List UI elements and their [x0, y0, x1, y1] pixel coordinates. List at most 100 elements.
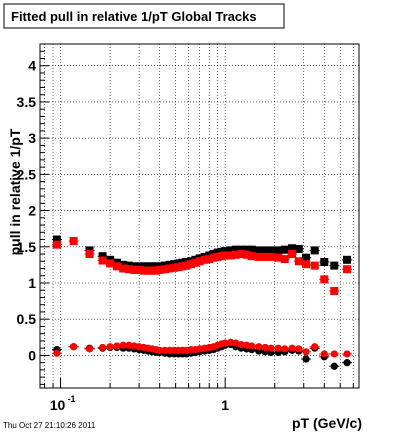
data-point-square [247, 252, 256, 261]
data-point-circle [255, 343, 263, 351]
data-point-square [119, 264, 128, 273]
data-point-circle [281, 345, 289, 353]
title-box-frame [3, 3, 285, 29]
y-tick-label: 4 [28, 58, 36, 74]
y-tick-label: 1.5 [17, 239, 37, 255]
data-point-square [310, 261, 319, 270]
data-point-square [261, 252, 270, 261]
data-point-square [98, 252, 107, 261]
data-point-circle [288, 344, 296, 352]
data-point-square [170, 263, 179, 272]
markers-layer [51, 235, 353, 370]
data-point-square [209, 253, 218, 262]
data-point-circle [320, 350, 328, 358]
data-point-square [247, 245, 256, 254]
data-point-square [288, 250, 297, 259]
y-axis-title: pull in relative 1/pT [7, 128, 23, 255]
data-point-square [187, 260, 196, 269]
data-point-square [165, 264, 174, 273]
y-tick-label: 2 [28, 203, 36, 219]
data-point-square [261, 246, 270, 255]
data-point-square [267, 246, 276, 255]
data-point-square [231, 245, 240, 254]
data-point-circle [343, 359, 351, 367]
data-point-square [200, 255, 209, 264]
data-point-square [69, 236, 78, 245]
data-point-circle [53, 349, 61, 357]
data-point-circle [330, 350, 338, 358]
data-point-square [221, 247, 230, 256]
y-tick-label: 0.5 [17, 311, 37, 327]
data-point-circle [302, 348, 310, 356]
data-point-square [294, 244, 303, 253]
data-point-circle [125, 341, 133, 349]
ticks-layer: 0 0.5 1 1.5 2 2.5 3 3.5 4 10 -1 1 [17, 50, 354, 413]
data-point-square [237, 245, 246, 254]
data-point-square [280, 255, 289, 264]
data-point-circle [119, 341, 127, 349]
y-tick-label: 1 [28, 275, 36, 291]
data-point-square [242, 250, 251, 259]
data-point-circle [311, 343, 319, 351]
data-point-square [310, 246, 319, 255]
data-point-square [191, 258, 200, 267]
data-point-square [155, 265, 164, 274]
data-point-square [330, 261, 339, 270]
data-point-square [98, 256, 107, 265]
data-point-square [302, 253, 311, 262]
data-point-square [280, 245, 289, 254]
y-tick-label: 0 [28, 347, 36, 363]
data-point-circle [330, 362, 338, 370]
data-point-square [135, 265, 144, 274]
data-point-square [254, 246, 263, 255]
data-point-square [320, 257, 329, 266]
data-point-square [320, 275, 329, 284]
data-point-square [274, 246, 283, 255]
data-point-square [160, 265, 169, 274]
data-point-square [52, 240, 61, 249]
data-point-circle [221, 339, 229, 347]
data-point-square [112, 262, 121, 271]
data-point-circle [106, 343, 114, 351]
data-point-circle [302, 355, 310, 363]
data-point-circle [113, 342, 121, 350]
x-tick-label: 1 [221, 397, 229, 413]
x-axis-title: pT (GeV/c) [292, 415, 362, 431]
x-tick-label-exponent: -1 [68, 394, 76, 404]
data-point-circle [98, 343, 107, 352]
data-point-square [254, 252, 263, 261]
data-point-square [231, 250, 240, 259]
data-point-square [85, 250, 94, 259]
data-point-square [274, 253, 283, 262]
chart-title: Fitted pull in relative 1/pT Global Trac… [11, 9, 257, 24]
data-point-circle [248, 342, 256, 350]
data-point-square [174, 263, 183, 272]
data-point-square [182, 261, 191, 270]
data-point-circle [267, 344, 275, 352]
data-point-circle [156, 346, 164, 354]
data-point-square [343, 255, 352, 264]
data-point-square [267, 252, 276, 261]
y-tick-label: 3 [28, 130, 36, 146]
data-point-square [124, 265, 133, 274]
data-point-square [237, 250, 246, 259]
data-point-circle [237, 340, 245, 349]
data-point-square [226, 246, 235, 255]
data-point-square [242, 245, 251, 254]
y-tick-label: 3.5 [17, 94, 37, 110]
data-point-square [195, 257, 204, 266]
y-tick-label: 2.5 [17, 166, 37, 182]
data-point-square [205, 255, 214, 264]
data-point-square [343, 265, 352, 274]
data-point-circle [261, 343, 269, 352]
data-point-circle [343, 350, 351, 358]
data-point-circle [85, 345, 94, 353]
title-box: Fitted pull in relative 1/pT Global Trac… [3, 3, 285, 29]
data-point-square [288, 244, 297, 253]
data-point-square [221, 251, 230, 260]
data-point-square [226, 251, 235, 260]
data-point-circle [274, 344, 282, 352]
